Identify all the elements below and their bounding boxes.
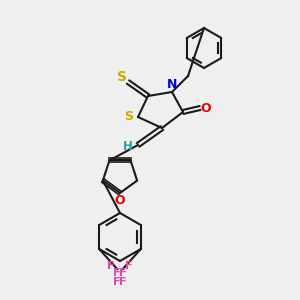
Text: F: F	[107, 261, 115, 271]
Text: S: S	[117, 70, 127, 84]
Text: O: O	[115, 194, 125, 206]
Text: N: N	[167, 77, 177, 91]
Text: F: F	[119, 268, 127, 278]
Text: F: F	[113, 268, 121, 278]
Text: F: F	[113, 277, 121, 287]
Text: F: F	[119, 277, 127, 287]
Text: O: O	[201, 101, 211, 115]
Text: H: H	[123, 140, 133, 152]
Text: F: F	[125, 261, 133, 271]
Text: S: S	[124, 110, 134, 124]
